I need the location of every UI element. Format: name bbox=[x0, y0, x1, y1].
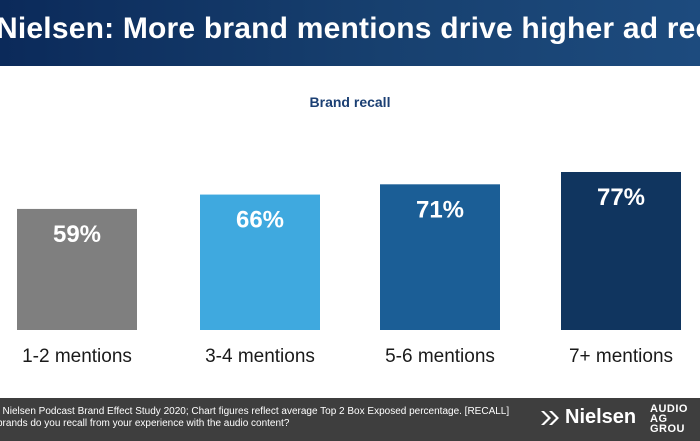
nielsen-logo: Nielsen bbox=[540, 406, 636, 429]
bar-value-label: 71% bbox=[416, 196, 464, 223]
category-label: 3-4 mentions bbox=[205, 346, 315, 367]
category-label: 5-6 mentions bbox=[385, 346, 495, 367]
bar-1 bbox=[17, 208, 137, 330]
bar-value-label: 59% bbox=[53, 221, 101, 248]
audio-group-logo-text: AUDIO AG GROU bbox=[650, 404, 688, 435]
category-label: 1-2 mentions bbox=[22, 346, 132, 367]
footer-bar: : Nielsen Podcast Brand Effect Study 202… bbox=[0, 398, 700, 441]
category-label: 7+ mentions bbox=[569, 346, 673, 367]
bar-2 bbox=[200, 194, 320, 330]
audio-group-logo: AUDIO AG GROU bbox=[650, 404, 700, 436]
bar-value-label: 77% bbox=[597, 184, 645, 211]
chart-title: Brand recall bbox=[309, 94, 391, 110]
bar-4 bbox=[561, 172, 681, 330]
bar-3 bbox=[380, 184, 500, 330]
bar-chart: 59% 1-2 mentions 66% 3-4 mentions 71% 5-6 men… bbox=[17, 172, 681, 367]
title-banner: Nielsen: More brand mentions drive highe… bbox=[0, 0, 700, 66]
source-note: : Nielsen Podcast Brand Effect Study 202… bbox=[0, 406, 510, 429]
nielsen-mark-icon bbox=[541, 410, 559, 425]
page-title: Nielsen: More brand mentions drive highe… bbox=[0, 12, 700, 45]
nielsen-logo-text: Nielsen bbox=[565, 406, 637, 428]
bar-value-label: 66% bbox=[236, 207, 284, 234]
